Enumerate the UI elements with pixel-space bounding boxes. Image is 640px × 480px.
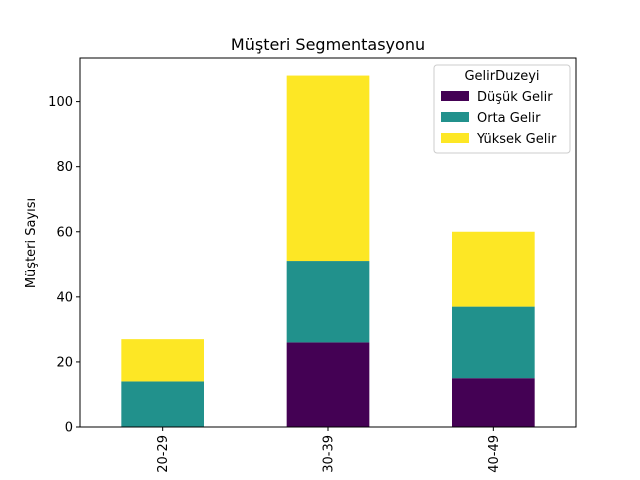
bar-40-49-series-0 xyxy=(452,378,535,427)
y-axis: 0 20 40 60 80 100 xyxy=(48,95,80,436)
bars-group xyxy=(121,75,535,427)
legend-swatch xyxy=(441,91,469,101)
bar-30-39-series-2 xyxy=(286,75,370,262)
bar-40-49-series-2 xyxy=(452,231,535,307)
legend-label: Düşük Gelir xyxy=(477,90,553,105)
bar-40-49-series-1 xyxy=(452,306,535,379)
x-tick-label: 20-29 xyxy=(156,435,171,473)
legend-frame xyxy=(433,64,571,154)
x-tick-label: 30-39 xyxy=(322,435,337,473)
bar-30-39-series-1 xyxy=(286,261,370,343)
chart-title: Müşteri Segmentasyonu xyxy=(231,35,425,54)
legend-label: Yüksek Gelir xyxy=(476,132,557,147)
y-tick-label: 20 xyxy=(56,355,73,370)
bar-20-29-series-1 xyxy=(121,381,204,427)
plot-frame xyxy=(79,57,577,428)
legend-swatch xyxy=(441,112,469,122)
legend-label: Orta Gelir xyxy=(477,111,541,126)
y-tick-label: 80 xyxy=(56,160,73,175)
x-tick-label: 40-49 xyxy=(487,435,502,473)
x-axis: 20-29 30-39 40-49 xyxy=(156,427,502,473)
bar-20-29-series-2 xyxy=(121,339,204,382)
y-tick-label: 60 xyxy=(56,225,73,240)
y-tick-label: 40 xyxy=(56,290,73,305)
bar-30-39-series-0 xyxy=(286,342,370,427)
y-axis-label: Müşteri Sayısı xyxy=(24,198,39,288)
legend-title: GelirDuzeyi xyxy=(464,69,539,84)
y-tick-label: 0 xyxy=(65,421,73,436)
legend-swatch xyxy=(441,133,469,143)
y-tick-label: 100 xyxy=(48,95,73,110)
legend: GelirDuzeyi Düşük Gelir Orta Gelir Yüksek G… xyxy=(433,64,571,154)
